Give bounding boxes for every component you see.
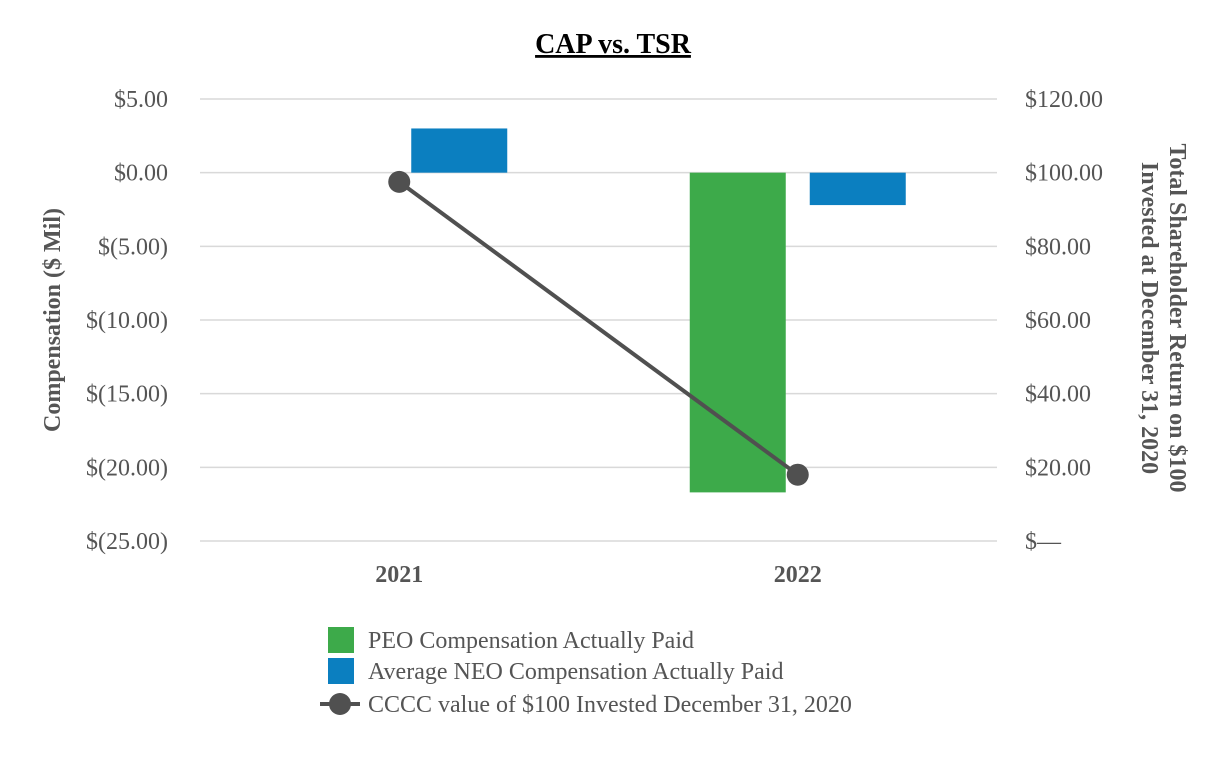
- legend: PEO Compensation Actually Paid Average N…: [320, 627, 852, 718]
- tsr-line-path: [398, 180, 799, 477]
- legend-swatch-peo: [328, 627, 354, 653]
- right-tick-label: $80.00: [1025, 234, 1091, 260]
- right-tick-label: $60.00: [1025, 308, 1091, 334]
- chart-title: CAP vs. TSR: [535, 29, 692, 60]
- gridlines: [200, 98, 997, 542]
- right-axis-title-line-1: Total Shareholder Return on $100: [1164, 144, 1190, 493]
- left-axis-title: Compensation ($ Mil): [40, 208, 66, 432]
- legend-label-peo: PEO Compensation Actually Paid: [368, 628, 694, 654]
- right-tick-label: $20.00: [1025, 455, 1091, 481]
- x-tick-label: 2022: [774, 562, 822, 588]
- x-tick-label: 2021: [375, 562, 423, 588]
- left-tick-label: $(5.00): [98, 234, 168, 260]
- right-tick-label: $100.00: [1025, 161, 1103, 187]
- left-tick-label: $(20.00): [86, 455, 168, 481]
- left-axis: $5.00 $0.00 $(5.00) $(10.00) $(15.00) $(20.00…: [86, 87, 168, 555]
- right-tick-label: $—: [1025, 529, 1062, 555]
- left-tick-label: $(25.00): [86, 529, 168, 555]
- legend-label-tsr: CCCC value of $100 Invested December 31,…: [368, 692, 852, 718]
- right-axis-title: Total Shareholder Return on $100 Investe…: [1136, 144, 1190, 493]
- bars: [411, 128, 906, 493]
- left-tick-label: $5.00: [114, 87, 168, 113]
- right-tick-label: $40.00: [1025, 382, 1091, 408]
- bar-neo-2022: [809, 172, 906, 206]
- tsr-line: [388, 170, 809, 486]
- tsr-point-2021: [388, 170, 411, 193]
- right-axis: $120.00 $100.00 $80.00 $60.00 $40.00 $20.00 $—: [1025, 87, 1103, 555]
- left-tick-label: $0.00: [114, 161, 168, 187]
- legend-label-neo: Average NEO Compensation Actually Paid: [368, 659, 783, 685]
- bar-peo-2022: [689, 172, 786, 493]
- legend-marker-tsr: [329, 693, 351, 715]
- legend-swatch-neo: [328, 658, 354, 684]
- tsr-point-2022: [786, 463, 809, 486]
- right-axis-title-line-2: Invested at December 31, 2020: [1136, 162, 1162, 474]
- right-tick-label: $120.00: [1025, 87, 1103, 113]
- left-tick-label: $(10.00): [86, 308, 168, 334]
- left-tick-label: $(15.00): [86, 382, 168, 408]
- bar-neo-2021: [411, 128, 508, 173]
- x-axis: 2021 2022: [375, 562, 822, 588]
